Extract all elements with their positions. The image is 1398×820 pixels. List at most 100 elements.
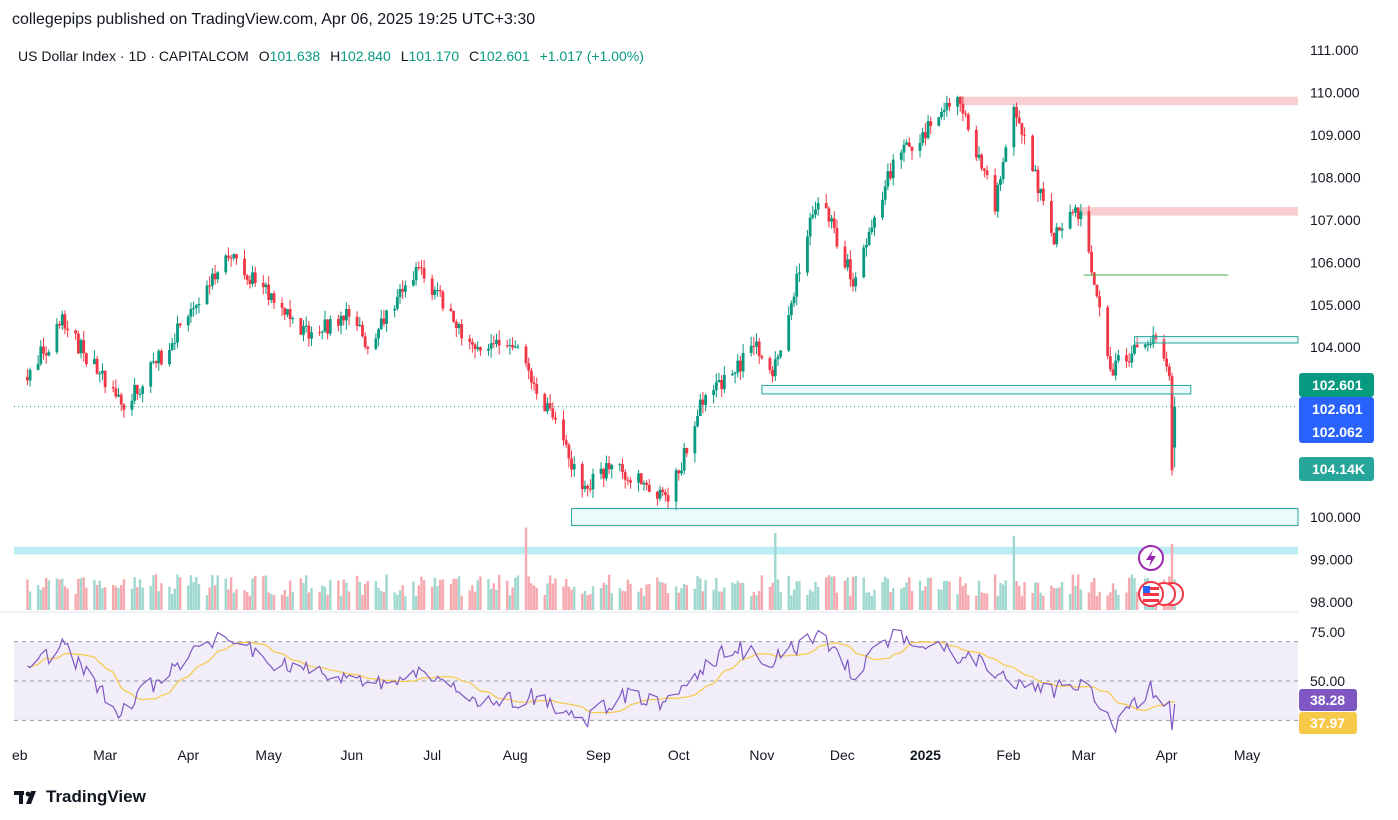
volume-bar [355,575,359,610]
tradingview-logo[interactable]: TradingView [14,785,146,809]
volume-bar [795,581,798,610]
volume-bar [246,592,249,610]
candle [580,463,584,490]
candle [111,387,115,389]
volume-bar [816,586,820,610]
candle [178,323,182,326]
lightning-icon[interactable] [1138,545,1164,571]
candle [543,393,547,412]
volume-bar [307,592,311,610]
candle [1060,228,1064,231]
candle [1154,335,1158,340]
volume-bar [790,595,793,610]
volume-bar [1093,577,1096,610]
volume-bar [975,595,978,610]
candle [44,353,48,356]
volume-bar [339,595,343,610]
volume-bar [1071,574,1075,610]
time-tick-label: Mar [93,747,117,763]
volume-bar [736,580,739,610]
volume-bar [361,594,364,610]
volume-bar [173,588,177,610]
candle [154,361,158,364]
price-tick-label: 107.000 [1310,212,1361,228]
chart-canvas[interactable]: 75.00 50.00 38.28 37.97 111.000 110.000 109.0… [0,0,1398,780]
candle [1095,284,1099,297]
candle [1058,227,1061,231]
candle [227,255,230,258]
candle [985,170,989,176]
volume-bar [808,589,812,610]
volume-bar [433,577,437,610]
rsi-ma-tag [1299,712,1357,734]
candle [430,278,434,295]
candle [505,345,509,347]
demand-zone [1133,336,1299,344]
candle [1020,123,1024,135]
volume-bar [532,585,536,610]
volume-bar [940,589,943,610]
candle [130,400,134,410]
candle [835,227,839,247]
candle [881,199,884,218]
candle [347,309,351,317]
volume-bar [527,576,530,610]
candle [1173,406,1177,448]
candle [189,308,193,317]
volume-bar [213,585,217,610]
volume-bar [530,583,533,610]
volume-bar [138,579,142,610]
candle [739,360,742,372]
volume-bar [993,574,997,610]
candle [846,259,850,268]
candle [873,217,876,228]
price-axis[interactable]: 111.000 110.000 109.000 108.000 107.000 106.0… [1310,42,1361,610]
candle [757,341,761,357]
price-tag-label: 102.062 [1312,424,1363,440]
volume-bar [787,575,790,610]
candle [385,310,389,324]
candle [789,303,793,316]
time-axis[interactable]: eb Mar Apr May Jun Jul Aug Sep Oct Nov Dec 2025 Feb M… [12,747,1260,763]
candle [883,186,887,200]
rsi-ma-label: 37.97 [1310,715,1345,731]
volume-bar [733,583,737,610]
candle [253,272,257,283]
price-tick-label: 100.000 [1310,509,1361,525]
price-tick-label: 108.000 [1310,169,1361,185]
candle [216,272,220,280]
volume-bar [693,588,697,610]
open-value: 101.638 [269,48,321,64]
candle [119,394,123,405]
volume-bar [712,589,715,610]
us-flag-event-icon[interactable] [1138,581,1184,607]
candle [966,114,970,130]
candle [867,231,871,245]
volume-bar [377,587,380,610]
candle [993,175,997,212]
candle [323,319,327,332]
candle [1162,339,1166,359]
volume-bar [640,587,643,610]
candle [403,285,407,292]
volume-bar [752,592,756,610]
volume-bar [497,574,501,610]
open-label: O [258,48,270,64]
price-tick-label: 106.000 [1310,254,1361,270]
candle [302,325,305,335]
candle [1167,366,1171,377]
volume-bar [82,577,85,610]
volume-bar [760,575,764,610]
volume-bar [283,589,286,610]
volume-bar [779,591,782,610]
volume-bar [685,585,689,610]
publisher-bar: collegepips published on TradingView.com… [0,0,1398,40]
volume-bar [248,595,252,610]
candle [663,492,667,496]
time-tick-label: Oct [668,747,690,763]
volume-bar [211,574,214,610]
candle [1074,207,1077,213]
candle [513,346,517,348]
candle [1023,134,1026,136]
symbol-title[interactable]: US Dollar Index · 1D · CAPITALCOM [18,48,249,64]
